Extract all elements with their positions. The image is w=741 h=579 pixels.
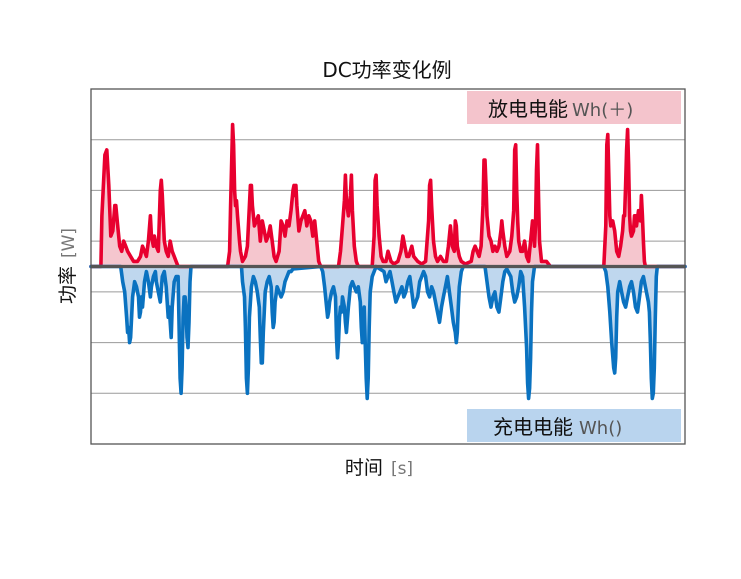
y-axis-label: 功率 [W] (57, 228, 79, 304)
discharge-area-fill (91, 124, 685, 267)
legend-charge-unit: Wh() (579, 418, 622, 439)
legend-discharge-swatch (467, 91, 681, 124)
y-axis-label-text: 功率 (57, 266, 79, 304)
discharge-series-line (89, 122, 687, 269)
legend-discharge-label: 放电电能 (488, 97, 568, 121)
charge-series-line (89, 264, 687, 401)
chart-title: DC功率变化例 (322, 58, 451, 82)
x-axis-label-unit: [s] (391, 459, 413, 479)
charge-area-fill (91, 266, 685, 399)
legend-discharge-text: 放电电能 Wh(＋) (488, 97, 633, 121)
plot-frame (90, 88, 686, 445)
legend-charge-label: 充电电能 (493, 415, 573, 439)
x-axis-label: 时间 [s] (345, 457, 413, 479)
legend-charge-swatch (467, 409, 681, 442)
legend-charge: 充电电能 Wh() (467, 409, 681, 442)
x-axis-label-text: 时间 (345, 457, 383, 479)
legend-charge-text: 充电电能 Wh() (493, 415, 622, 439)
legend-discharge-unit: Wh(＋) (572, 100, 633, 121)
series-line-layer (89, 122, 687, 401)
legend-discharge: 放电电能 Wh(＋) (467, 91, 681, 124)
y-axis-label-unit: [W] (59, 228, 79, 258)
